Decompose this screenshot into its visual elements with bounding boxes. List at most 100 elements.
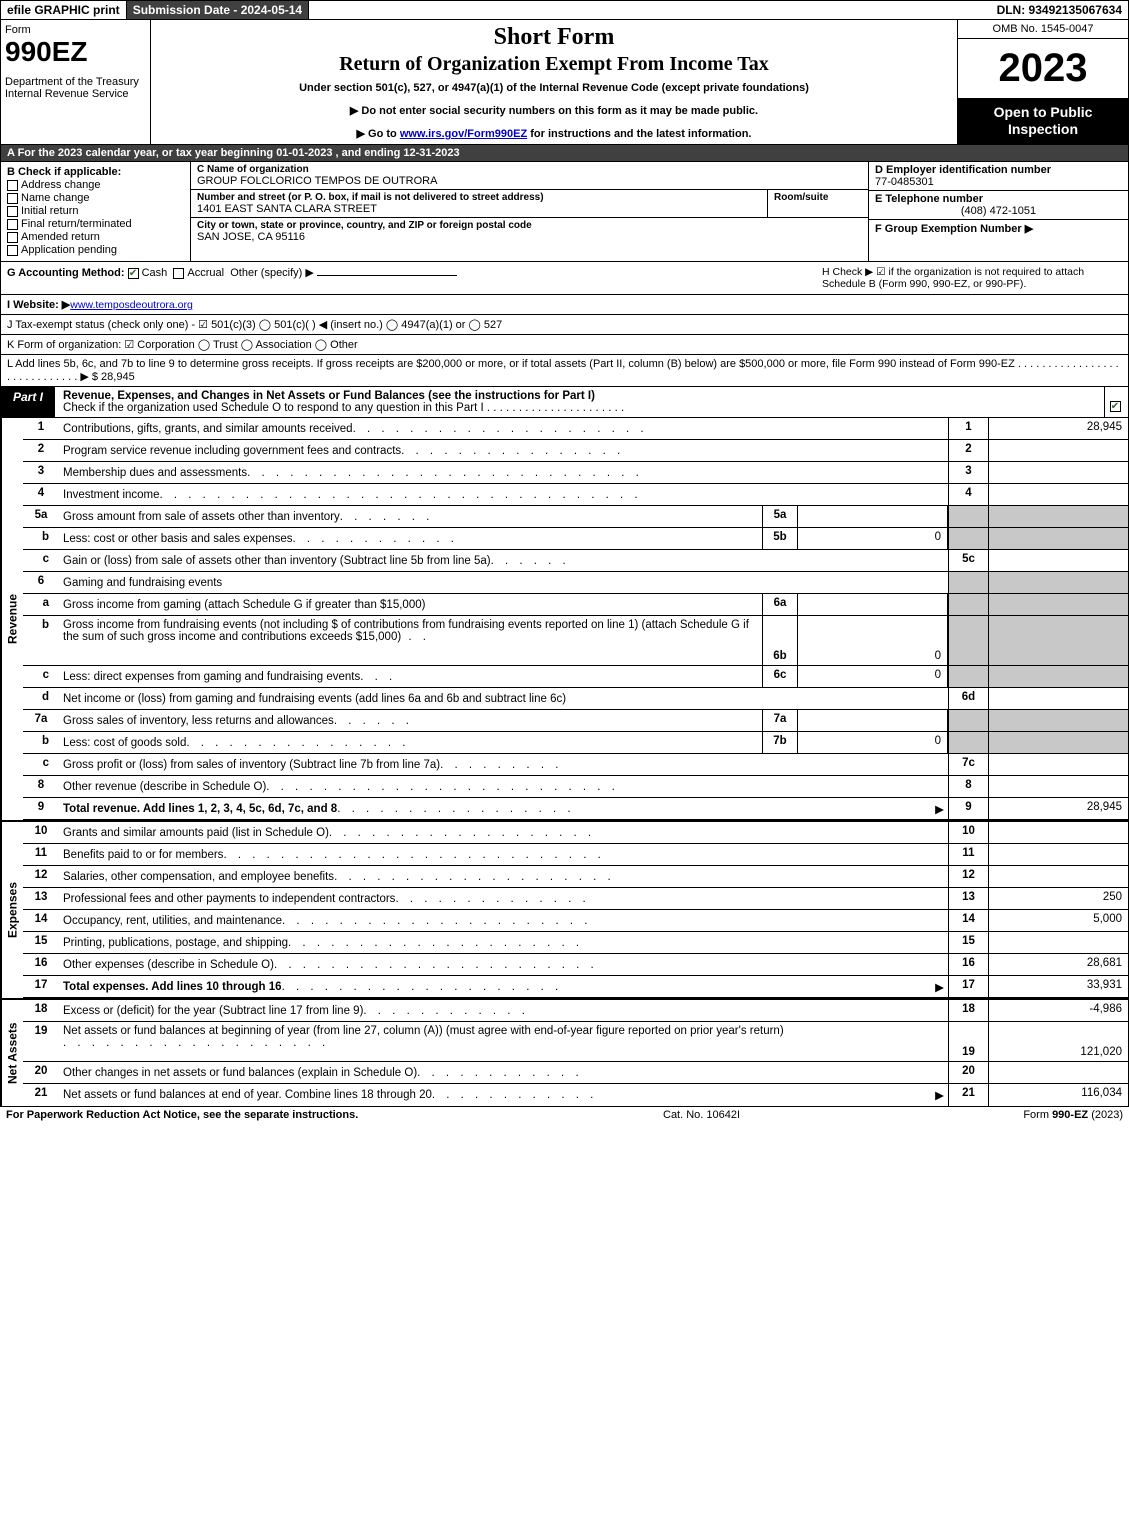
line-7a: 7aGross sales of inventory, less returns…: [23, 710, 1128, 732]
net-assets-section: Net Assets 18Excess or (deficit) for the…: [1, 998, 1128, 1106]
val-19: 121,020: [988, 1022, 1128, 1061]
submission-date: Submission Date - 2024-05-14: [127, 1, 309, 19]
row-g-h: G Accounting Method: Cash Accrual Other …: [1, 262, 1128, 295]
expenses-section: Expenses 10Grants and similar amounts pa…: [1, 820, 1128, 998]
net-assets-side-label: Net Assets: [1, 1000, 23, 1106]
line-9: 9Total revenue. Add lines 1, 2, 3, 4, 5c…: [23, 798, 1128, 820]
c-name-label: C Name of organization: [197, 164, 862, 175]
form-number: 990EZ: [5, 36, 146, 68]
line-13: 13Professional fees and other payments t…: [23, 888, 1128, 910]
line-6d: dNet income or (loss) from gaming and fu…: [23, 688, 1128, 710]
c-addr-label: Number and street (or P. O. box, if mail…: [197, 192, 761, 203]
gross-receipts-amount: ▶ $ 28,945: [80, 371, 134, 383]
row-i-website: I Website: ▶www.temposdeoutrora.org: [1, 295, 1128, 315]
note-ssn: ▶ Do not enter social security numbers o…: [159, 104, 949, 117]
header-mid: Short Form Return of Organization Exempt…: [151, 20, 958, 144]
val-5c: [988, 550, 1128, 571]
org-name: GROUP FOLCLORICO TEMPOS DE OUTRORA: [197, 175, 862, 187]
f-group-label: F Group Exemption Number ▶: [875, 223, 1033, 235]
line-3: 3Membership dues and assessments . . . .…: [23, 462, 1128, 484]
line-16: 16Other expenses (describe in Schedule O…: [23, 954, 1128, 976]
val-16: 28,681: [988, 954, 1128, 975]
val-8: [988, 776, 1128, 797]
expenses-side-label: Expenses: [1, 822, 23, 998]
col-c-org-info: C Name of organization GROUP FOLCLORICO …: [191, 162, 868, 261]
chk-initial-return[interactable]: Initial return: [7, 205, 184, 217]
form-word: Form: [5, 24, 146, 36]
line-8: 8Other revenue (describe in Schedule O) …: [23, 776, 1128, 798]
dept-label: Department of the Treasury Internal Reve…: [5, 76, 146, 100]
val-5a: [798, 506, 948, 527]
org-address: 1401 EAST SANTA CLARA STREET: [197, 203, 761, 215]
line-5b: bLess: cost or other basis and sales exp…: [23, 528, 1128, 550]
part1-header: Part I Revenue, Expenses, and Changes in…: [1, 387, 1128, 418]
arrow-icon: ▶: [935, 1088, 944, 1102]
line-1: 1Contributions, gifts, grants, and simil…: [23, 418, 1128, 440]
page-footer: For Paperwork Reduction Act Notice, see …: [0, 1107, 1129, 1123]
c-city-label: City or town, state or province, country…: [197, 220, 862, 231]
b-label: B Check if applicable:: [7, 166, 121, 178]
val-5b: 0: [798, 528, 948, 549]
line-11: 11Benefits paid to or for members . . . …: [23, 844, 1128, 866]
website-link[interactable]: www.temposdeoutrora.org: [70, 299, 193, 311]
h-schedule-b: H Check ▶ ☑ if the organization is not r…: [822, 266, 1122, 290]
line-19: 19Net assets or fund balances at beginni…: [23, 1022, 1128, 1062]
row-a-tax-year: A For the 2023 calendar year, or tax yea…: [1, 145, 1128, 162]
val-6a: [798, 594, 948, 615]
line-17: 17Total expenses. Add lines 10 through 1…: [23, 976, 1128, 998]
subtitle: Under section 501(c), 527, or 4947(a)(1)…: [159, 82, 949, 94]
val-18: -4,986: [988, 1000, 1128, 1021]
val-7c: [988, 754, 1128, 775]
line-6: 6Gaming and fundraising events: [23, 572, 1128, 594]
line-18: 18Excess or (deficit) for the year (Subt…: [23, 1000, 1128, 1022]
chk-accrual[interactable]: [173, 268, 184, 279]
row-l-gross-receipts: L Add lines 5b, 6c, and 7b to line 9 to …: [1, 355, 1128, 387]
chk-final-return[interactable]: Final return/terminated: [7, 218, 184, 230]
d-ein-label: D Employer identification number: [875, 164, 1051, 176]
val-1: 28,945: [988, 418, 1128, 439]
telephone-value: (408) 472-1051: [875, 205, 1122, 217]
val-4: [988, 484, 1128, 505]
efile-print-label[interactable]: efile GRAPHIC print: [1, 1, 127, 19]
part1-checkbox[interactable]: [1104, 387, 1128, 417]
header-left: Form 990EZ Department of the Treasury In…: [1, 20, 151, 144]
arrow-icon: ▶: [935, 980, 944, 994]
footer-paperwork: For Paperwork Reduction Act Notice, see …: [6, 1109, 663, 1121]
chk-cash[interactable]: [128, 268, 139, 279]
col-b-checkboxes: B Check if applicable: Address change Na…: [1, 162, 191, 261]
val-6c: 0: [798, 666, 948, 687]
val-11: [988, 844, 1128, 865]
line-10: 10Grants and similar amounts paid (list …: [23, 822, 1128, 844]
line-4: 4Investment income . . . . . . . . . . .…: [23, 484, 1128, 506]
line-6b: bGross income from fundraising events (n…: [23, 616, 1128, 666]
val-14: 5,000: [988, 910, 1128, 931]
chk-amended-return[interactable]: Amended return: [7, 231, 184, 243]
open-to-public: Open to Public Inspection: [958, 98, 1128, 144]
line-6a: aGross income from gaming (attach Schedu…: [23, 594, 1128, 616]
chk-name-change[interactable]: Name change: [7, 192, 184, 204]
col-d-e-f: D Employer identification number 77-0485…: [868, 162, 1128, 261]
line-2: 2Program service revenue including gover…: [23, 440, 1128, 462]
line-7c: cGross profit or (loss) from sales of in…: [23, 754, 1128, 776]
chk-address-change[interactable]: Address change: [7, 179, 184, 191]
other-specify-input[interactable]: [317, 275, 457, 276]
org-city: SAN JOSE, CA 95116: [197, 231, 862, 243]
revenue-section: Revenue 1Contributions, gifts, grants, a…: [1, 418, 1128, 820]
title-return: Return of Organization Exempt From Incom…: [159, 53, 949, 76]
val-7b: 0: [798, 732, 948, 753]
line-14: 14Occupancy, rent, utilities, and mainte…: [23, 910, 1128, 932]
row-k-form-org: K Form of organization: ☑ Corporation ◯ …: [1, 335, 1128, 355]
title-short-form: Short Form: [159, 24, 949, 51]
val-9: 28,945: [988, 798, 1128, 819]
dln: DLN: 93492135067634: [991, 1, 1128, 19]
g-accounting: G Accounting Method: Cash Accrual Other …: [7, 266, 822, 290]
chk-application-pending[interactable]: Application pending: [7, 244, 184, 256]
room-suite-label: Room/suite: [774, 192, 862, 203]
line-6c: cLess: direct expenses from gaming and f…: [23, 666, 1128, 688]
val-17: 33,931: [988, 976, 1128, 997]
irs-link[interactable]: www.irs.gov/Form990EZ: [400, 128, 527, 140]
e-tel-label: E Telephone number: [875, 193, 983, 205]
line-5a: 5aGross amount from sale of assets other…: [23, 506, 1128, 528]
line-20: 20Other changes in net assets or fund ba…: [23, 1062, 1128, 1084]
part1-title: Revenue, Expenses, and Changes in Net As…: [55, 387, 1104, 417]
